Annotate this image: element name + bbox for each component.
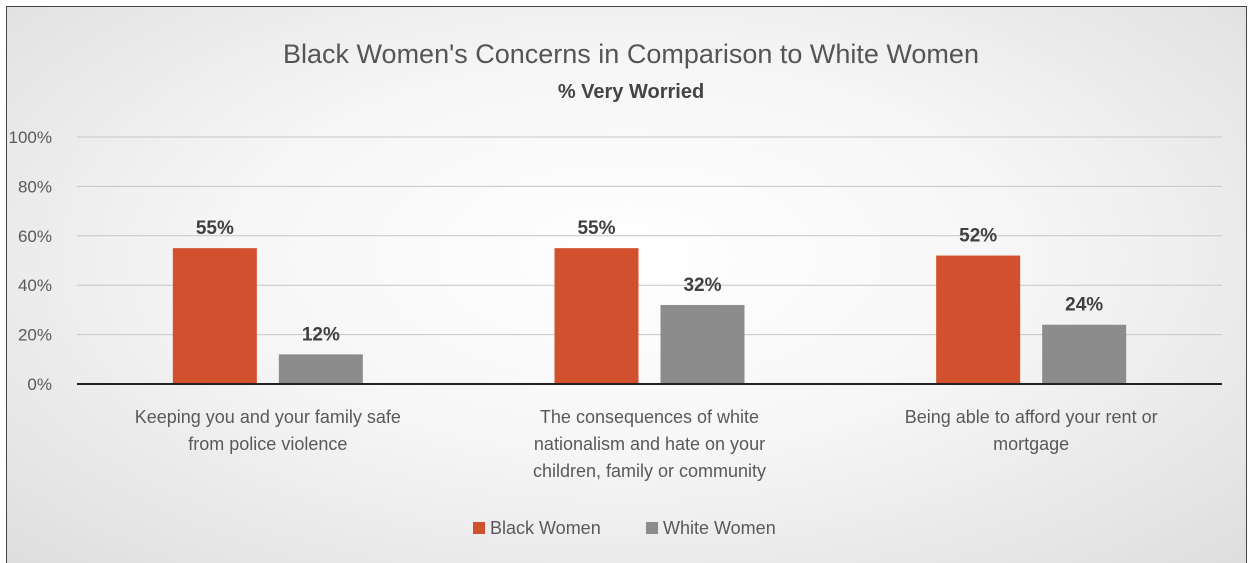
bar [1042, 324, 1127, 384]
bar [936, 255, 1021, 384]
data-label: 52% [959, 226, 997, 247]
category-label: Being able to afford your rent or mortgag… [905, 407, 1158, 454]
bars [172, 248, 1127, 384]
y-tick-label: 20% [18, 326, 52, 345]
data-label: 55% [577, 218, 615, 239]
data-label: 55% [196, 218, 234, 239]
data-labels: 55% 12% 55% 32% 52% 24% [196, 218, 1103, 345]
data-label: 32% [683, 275, 721, 296]
bar [278, 354, 363, 384]
data-label: 12% [302, 324, 340, 345]
category-label: Keeping you and your family safe from pol… [135, 407, 401, 454]
legend-label: White Women [663, 518, 776, 538]
category-labels: Keeping you and your family safe from pol… [135, 407, 1158, 481]
chart-subtitle: % Very Worried [558, 81, 704, 103]
data-label: 24% [1065, 295, 1103, 316]
y-tick-label: 40% [18, 276, 52, 295]
y-axis-ticks: 0% 20% 40% 60% 80% 100% [9, 128, 52, 394]
legend-swatch [473, 522, 485, 534]
bar [172, 248, 257, 384]
category-label: The consequences of white nationalism and… [533, 407, 766, 481]
legend-swatch [646, 522, 658, 534]
y-tick-label: 100% [9, 128, 52, 147]
y-tick-label: 60% [18, 227, 52, 246]
y-tick-label: 0% [27, 375, 52, 394]
bar [554, 248, 639, 384]
bar [660, 304, 745, 384]
chart-title: Black Women's Concerns in Comparison to … [283, 39, 979, 69]
gridlines [77, 136, 1222, 336]
legend-label: Black Women [490, 518, 601, 538]
legend: Black Women White Women [473, 518, 776, 538]
y-tick-label: 80% [18, 177, 52, 196]
